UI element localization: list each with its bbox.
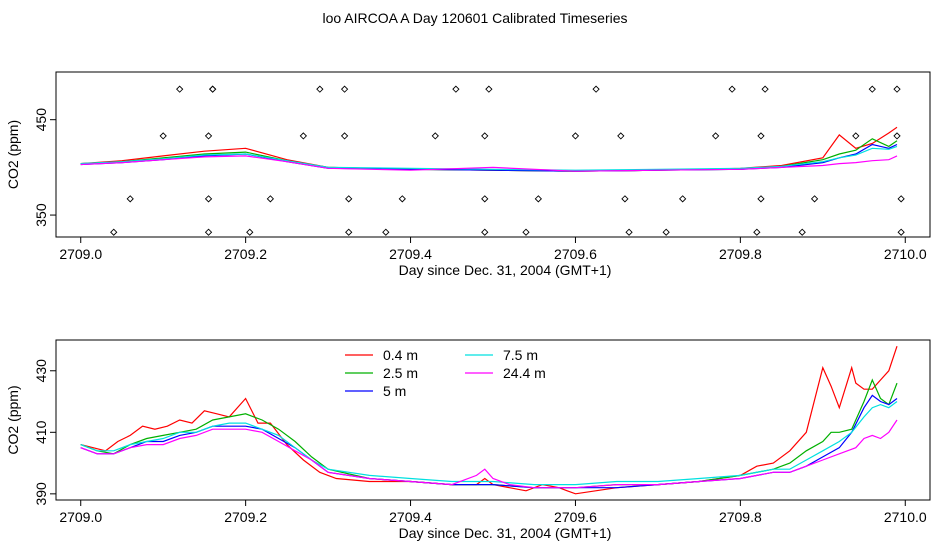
chart-top-diamond-marker (679, 195, 687, 203)
chart-bottom-legend-label-0: 0.4 m (383, 347, 418, 363)
chart-top-diamond-marker (798, 228, 806, 236)
chart-top-diamond-marker (209, 85, 217, 93)
chart-top-diamond-marker (810, 195, 819, 203)
chart-top-diamond-marker (893, 85, 901, 93)
chart-top-series-3-line (80, 145, 898, 171)
chart-bottom-legend-label-2: 5 m (383, 383, 406, 399)
chart-top-diamond-marker (299, 132, 307, 140)
chart-top-diamond-marker (345, 195, 353, 203)
chart-bottom-y-axis-label: CO2 (ppm) (5, 385, 21, 454)
chart-top-diamond-marker (481, 195, 489, 203)
chart-bottom-x-axis-label: Day since Dec. 31, 2004 (GMT+1) (399, 525, 612, 541)
chart-top-diamond-marker (204, 228, 213, 236)
chart-top-diamond-marker (316, 85, 324, 93)
chart-top-diamond-marker (897, 228, 905, 236)
chart-bottom-plot-frame (55, 339, 931, 501)
chart-top-diamond-marker (592, 85, 600, 93)
chart-top-diamond-marker (571, 132, 580, 140)
chart-top-x-tick-label: 2710.0 (884, 246, 927, 262)
chart-top-diamond-marker (617, 132, 625, 140)
chart-bottom-x-tick-label: 2709.0 (59, 509, 102, 525)
chart-top-diamond-marker (176, 85, 184, 93)
chart-bottom-series-3-line (80, 401, 898, 486)
chart-bottom-x-tick-label: 2709.2 (224, 509, 267, 525)
chart-top-diamond-marker (897, 195, 905, 203)
chart-top-diamond-marker (266, 195, 275, 203)
chart-top-diamond-marker (728, 85, 736, 93)
chart-bottom-x-tick-label: 2709.4 (389, 509, 432, 525)
chart-top-diamond-marker (662, 228, 670, 236)
chart-top-diamond-marker (893, 132, 901, 140)
chart-top-x-tick-label: 2709.8 (719, 246, 762, 262)
chart-top-diamond-marker (246, 228, 254, 236)
chart-top-y-axis-label: CO2 (ppm) (5, 120, 21, 189)
chart-top-diamond-marker (621, 195, 629, 203)
chart-top-diamond-marker (868, 85, 876, 93)
chart-top-diamond-marker (534, 195, 542, 203)
chart-top-diamond-marker (711, 132, 720, 140)
chart-top-diamond-marker (481, 132, 489, 140)
chart-bottom-series-1-line (80, 378, 898, 489)
chart-main-title: loo AIRCOA A Day 120601 Calibrated Times… (322, 10, 628, 26)
chart-bottom-y-tick-label: 410 (33, 420, 49, 444)
chart-top-diamond-marker (209, 85, 217, 93)
chart-top-diamond-marker (761, 85, 769, 93)
chart-top-y-tick-label: 450 (33, 108, 49, 132)
chart-bottom-series-0-line (80, 346, 898, 495)
chart-top-diamond-marker (340, 132, 349, 140)
chart-top-plot-frame (55, 71, 931, 238)
chart-bottom-x-tick-label: 2709.8 (719, 509, 762, 525)
chart-top-diamond-marker (398, 195, 406, 203)
chart-top-diamond-marker (452, 85, 460, 93)
chart-top-diamond-marker (204, 195, 213, 203)
chart-top-diamond-marker (204, 132, 213, 140)
chart-bottom-x-tick-label: 2709.6 (554, 509, 597, 525)
chart-top-series-4-line (80, 155, 898, 172)
chart-top-x-tick-label: 2709.4 (389, 246, 432, 262)
chart-bottom-legend-label-3: 7.5 m (503, 347, 538, 363)
chart-top-diamond-marker (852, 132, 860, 140)
chart-top-y-tick-label: 350 (33, 203, 49, 227)
chart-top-diamond-marker (110, 228, 118, 236)
chart-top-series-0-line (80, 126, 898, 172)
chart-top-diamond-marker (126, 195, 134, 203)
chart-bottom-x-tick-label: 2710.0 (884, 509, 927, 525)
chart-top-diamond-marker (485, 85, 493, 93)
chart-bottom-series-4-line (80, 419, 898, 489)
chart-bottom-legend-label-1: 2.5 m (383, 365, 418, 381)
chart-top-diamond-marker (753, 228, 761, 236)
chart-top-diamond-marker (522, 228, 530, 236)
chart-top-diamond-marker (340, 85, 349, 93)
chart-top-diamond-marker (757, 195, 765, 203)
chart-top-x-tick-label: 2709.6 (554, 246, 597, 262)
chart-top-diamond-marker (431, 132, 439, 140)
chart-bottom-y-tick-label: 390 (33, 482, 49, 506)
chart-top-diamond-marker (481, 228, 489, 236)
chart-bottom-y-tick-label: 430 (33, 359, 49, 383)
chart-top-diamond-marker (159, 132, 167, 140)
chart-top-x-axis-label: Day since Dec. 31, 2004 (GMT+1) (399, 262, 612, 278)
chart-top-x-tick-label: 2709.0 (59, 246, 102, 262)
chart-top-diamond-marker (382, 228, 390, 236)
chart-top-diamond-marker (625, 228, 633, 236)
chart-top-diamond-marker (345, 228, 353, 236)
chart-top-x-tick-label: 2709.2 (224, 246, 267, 262)
chart-bottom-legend-label-4: 24.4 m (503, 365, 546, 381)
chart-top-diamond-marker (757, 132, 765, 140)
